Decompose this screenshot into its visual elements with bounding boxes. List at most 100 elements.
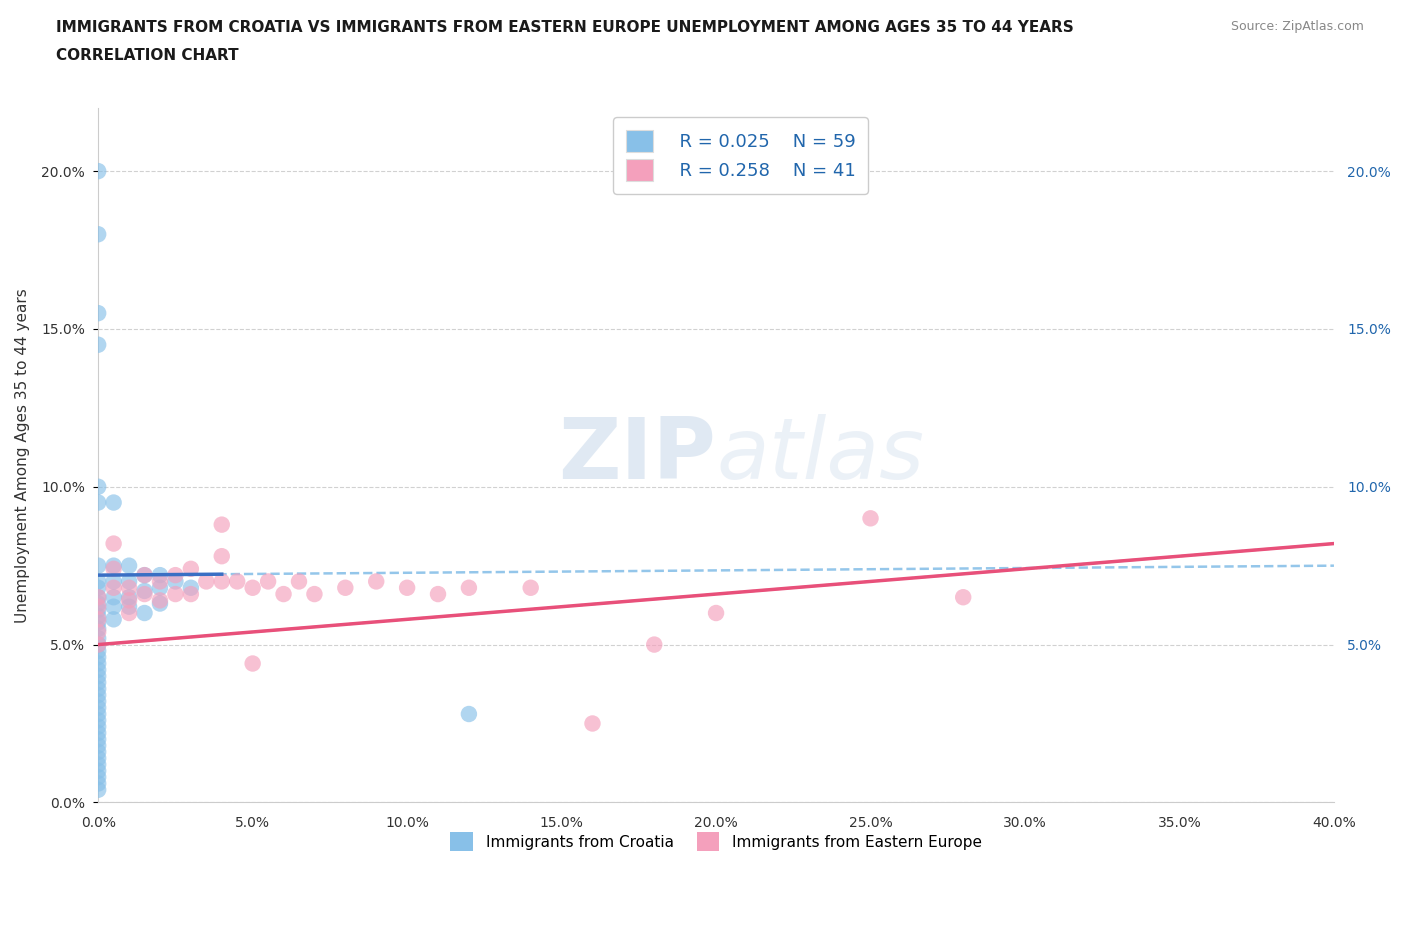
Point [165,574,187,589]
Point [103,562,125,577]
Point [952,590,974,604]
Point [304,587,326,602]
Point [87,662,110,677]
Text: ZIP: ZIP [558,414,716,497]
Point [118,558,141,573]
Point [87,596,110,611]
Point [87,738,110,753]
Point [211,517,233,532]
Point [87,776,110,790]
Point [87,479,110,494]
Point [257,574,280,589]
Point [103,574,125,589]
Point [87,227,110,242]
Point [87,732,110,747]
Point [87,637,110,652]
Point [118,593,141,608]
Text: atlas: atlas [716,414,924,497]
Point [87,764,110,778]
Text: IMMIGRANTS FROM CROATIA VS IMMIGRANTS FROM EASTERN EUROPE UNEMPLOYMENT AMONG AGE: IMMIGRANTS FROM CROATIA VS IMMIGRANTS FR… [56,20,1074,35]
Point [87,609,110,624]
Point [103,590,125,604]
Point [87,713,110,728]
Point [134,567,156,582]
Point [519,580,541,595]
Point [149,574,172,589]
Point [87,700,110,715]
Point [87,599,110,614]
Point [226,574,249,589]
Text: Source: ZipAtlas.com: Source: ZipAtlas.com [1230,20,1364,33]
Point [103,599,125,614]
Point [87,495,110,510]
Point [87,615,110,630]
Point [118,580,141,595]
Point [458,707,481,722]
Point [87,656,110,671]
Point [134,567,156,582]
Point [859,511,882,525]
Point [87,637,110,652]
Point [335,580,357,595]
Point [87,644,110,658]
Point [87,751,110,765]
Point [149,580,172,595]
Point [87,580,110,595]
Point [103,495,125,510]
Point [87,621,110,636]
Point [87,694,110,709]
Point [396,580,419,595]
Point [581,716,603,731]
Point [242,656,264,671]
Point [87,574,110,589]
Point [118,574,141,589]
Point [87,782,110,797]
Point [195,574,218,589]
Point [118,605,141,620]
Y-axis label: Unemployment Among Ages 35 to 44 years: Unemployment Among Ages 35 to 44 years [15,287,30,622]
Point [288,574,311,589]
Point [118,599,141,614]
Point [180,587,202,602]
Point [118,590,141,604]
Point [87,338,110,352]
Point [165,587,187,602]
Point [87,603,110,618]
Point [87,625,110,640]
Point [87,744,110,759]
Point [87,687,110,702]
Point [103,612,125,627]
Point [87,650,110,665]
Point [704,605,727,620]
Point [87,306,110,321]
Point [87,682,110,697]
Point [242,580,264,595]
Point [87,590,110,604]
Point [87,612,110,627]
Point [149,596,172,611]
Point [87,590,110,604]
Point [180,562,202,577]
Point [87,164,110,179]
Point [87,757,110,772]
Legend: Immigrants from Croatia, Immigrants from Eastern Europe: Immigrants from Croatia, Immigrants from… [444,827,988,857]
Point [427,587,450,602]
Point [149,593,172,608]
Point [180,580,202,595]
Point [458,580,481,595]
Point [87,558,110,573]
Point [87,770,110,785]
Point [366,574,388,589]
Point [165,567,187,582]
Text: CORRELATION CHART: CORRELATION CHART [56,48,239,63]
Point [211,549,233,564]
Point [134,605,156,620]
Point [273,587,295,602]
Point [87,631,110,645]
Point [134,583,156,598]
Point [103,536,125,551]
Point [211,574,233,589]
Point [103,558,125,573]
Point [87,675,110,690]
Point [87,707,110,722]
